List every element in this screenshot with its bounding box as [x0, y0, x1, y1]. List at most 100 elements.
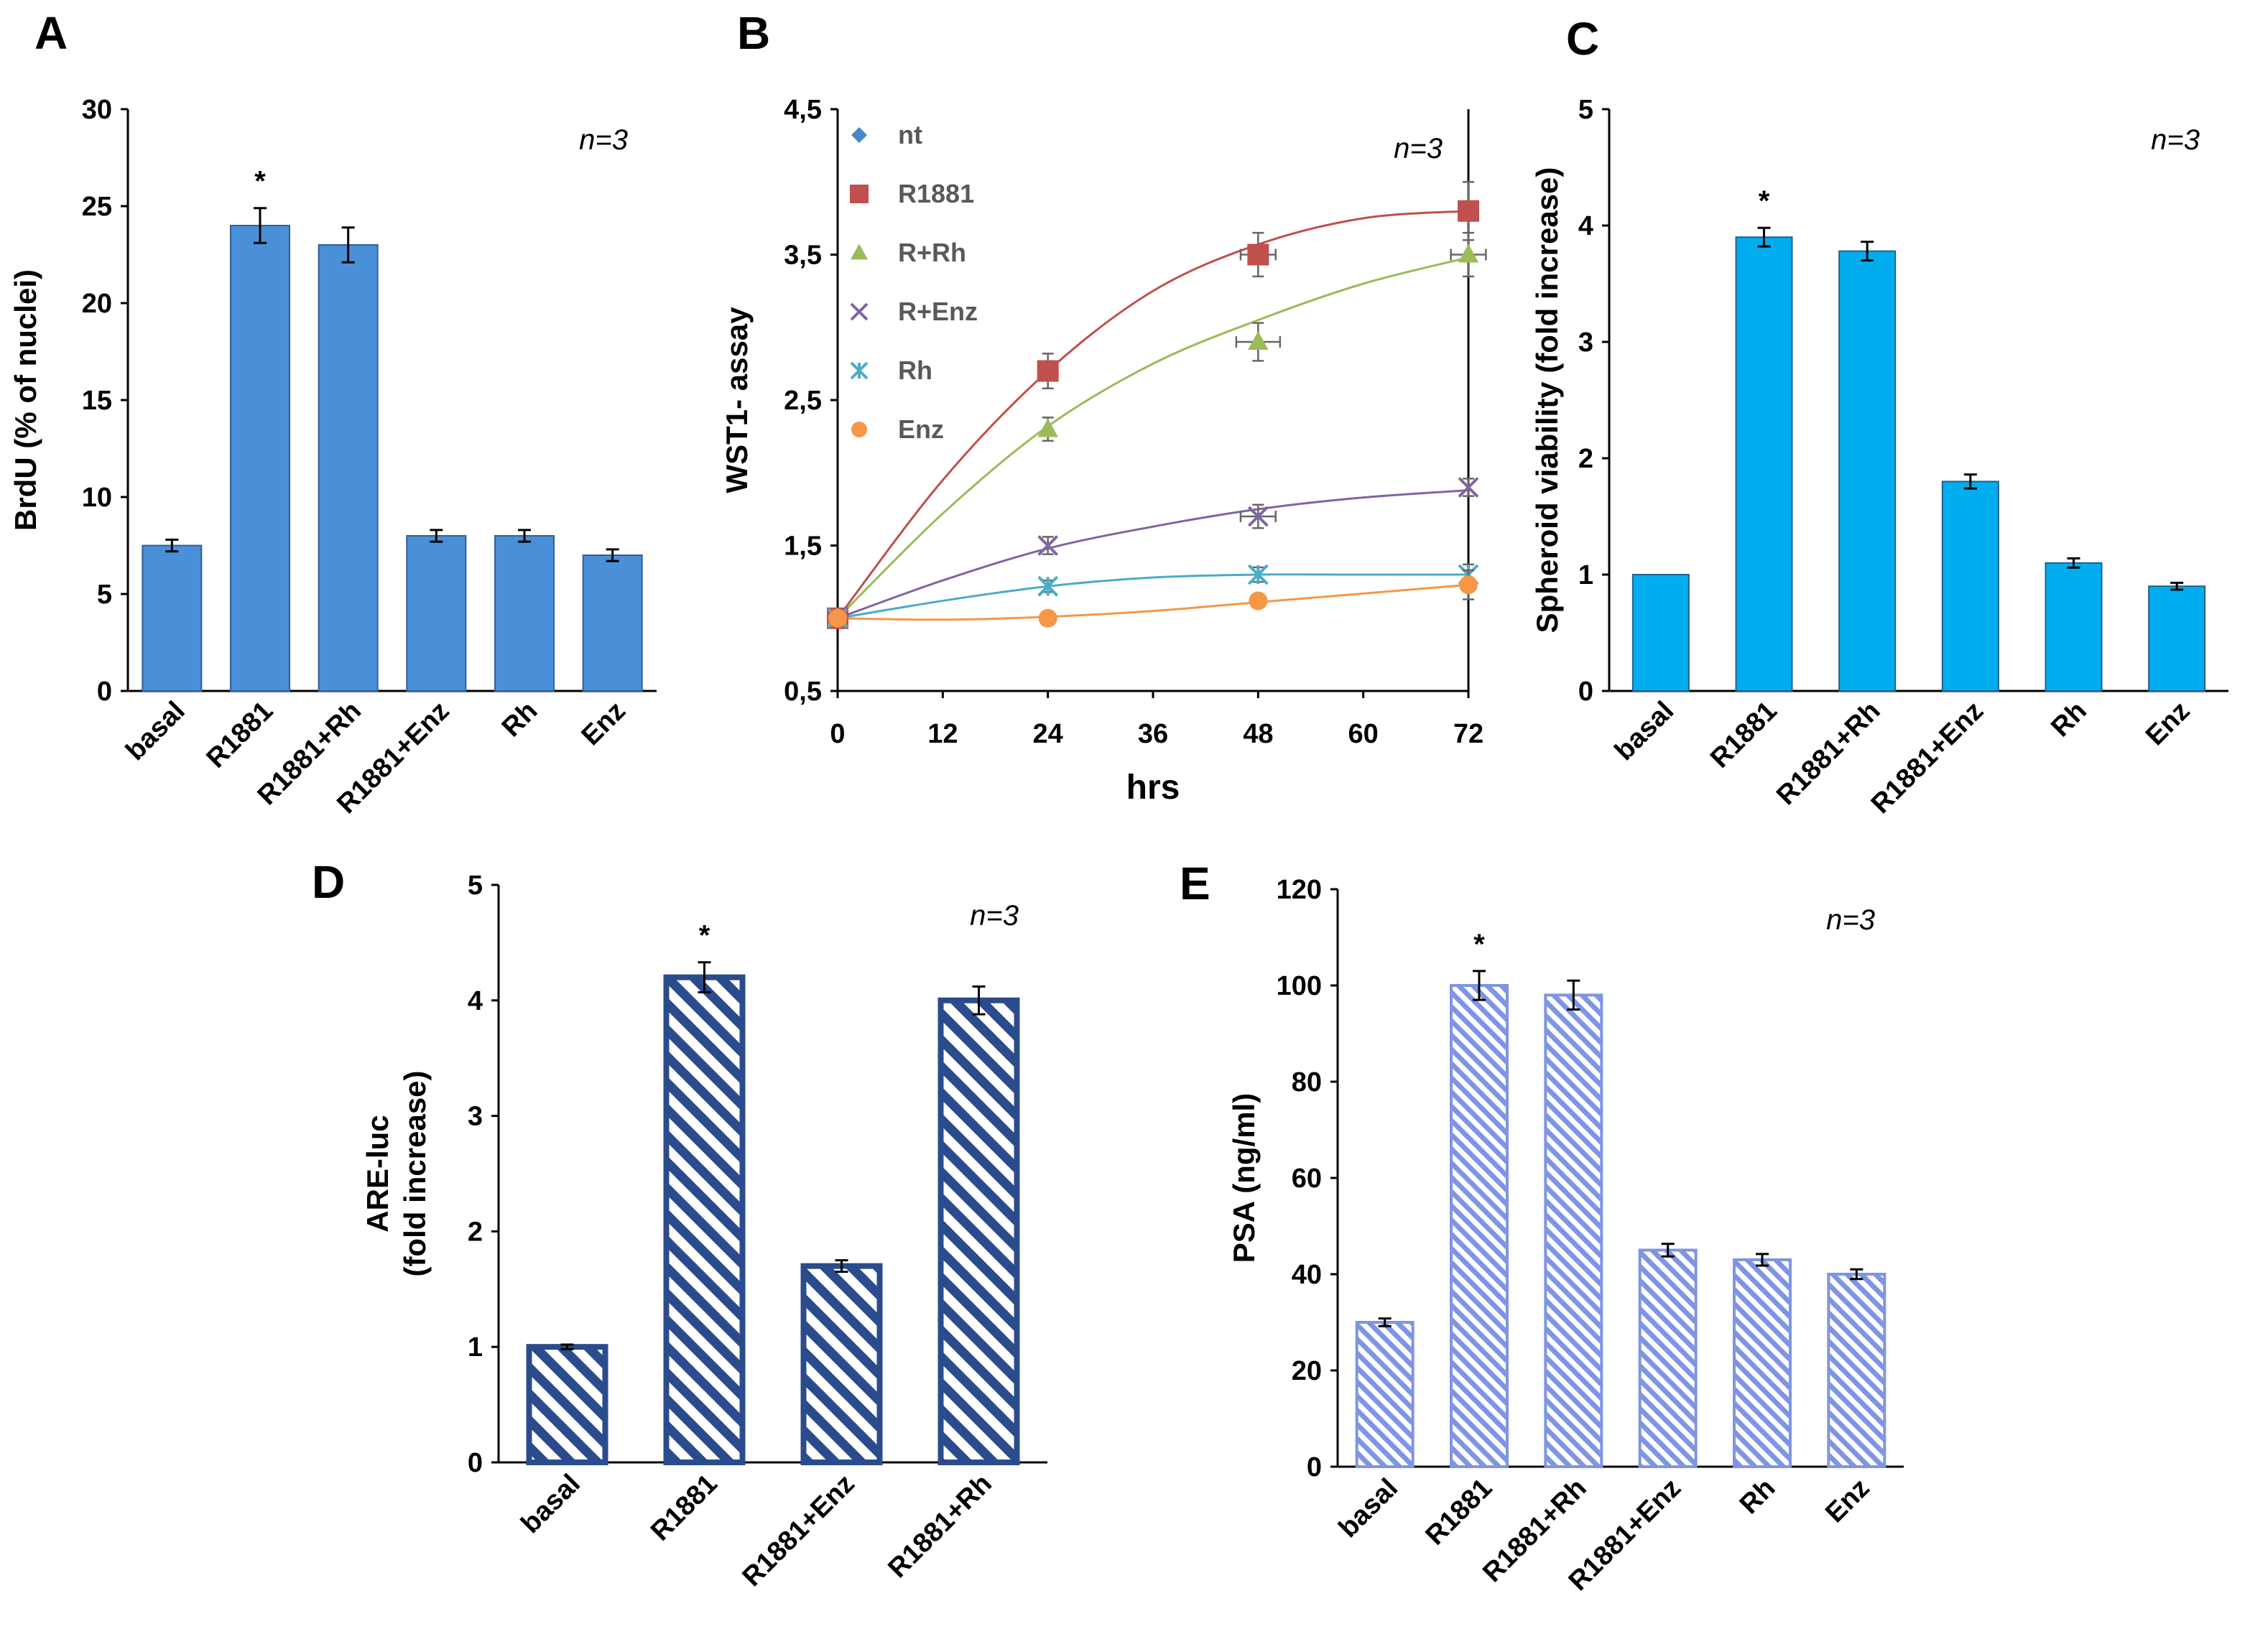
data-point-enz [1459, 575, 1478, 595]
n-annotation: n=3 [1826, 904, 1875, 936]
y-tick-label: 10 [82, 483, 112, 513]
data-point-r1881 [1247, 243, 1269, 266]
panel-label: B [737, 7, 770, 59]
bar-r1881 [1735, 236, 1793, 692]
bar-r1881-plus-rh [1544, 993, 1603, 1468]
data-point-r-rh [1037, 418, 1058, 437]
category-label: Rh [496, 696, 544, 743]
legend-marker-enz [851, 422, 867, 437]
n-annotation: n=3 [970, 900, 1019, 932]
category-label: basal [515, 1469, 585, 1539]
x-axis-label: hrs [1126, 769, 1180, 807]
y-tick-label: 5 [97, 580, 112, 610]
legend-label: nt [898, 120, 922, 149]
bar-r1881 [1450, 984, 1509, 1468]
y-axis-label: Spheroid viability (fold increase) [1530, 167, 1564, 634]
x-tick-label: 24 [1033, 719, 1063, 749]
bar-r1881-plus-enz [406, 535, 467, 692]
category-label: R1881+Rh [882, 1469, 997, 1584]
data-point-enz [828, 608, 847, 628]
category-label: R1881 [1420, 1473, 1498, 1551]
bar-basal [142, 544, 203, 692]
y-tick-label: 4 [468, 986, 483, 1016]
fit-curve-r1881 [836, 210, 1469, 619]
panel-c: C 0 1 2 3 4 5 Spheroid viability (fold increase… [1530, 13, 2228, 820]
bar-rh [494, 535, 555, 692]
bar-rh [2045, 562, 2103, 692]
fit-curve-rh [837, 573, 1468, 620]
y-axis-label: PSA (ng/ml) [1227, 1093, 1261, 1263]
y-tick-label: 0,5 [784, 677, 822, 707]
x-tick-label: 12 [927, 719, 958, 749]
legend-marker-r-enz [850, 302, 869, 321]
significance-star: * [1759, 185, 1770, 217]
y-tick-label: 100 [1277, 971, 1322, 1001]
category-label: R1881 [645, 1469, 723, 1547]
y-tick-label: 15 [82, 386, 112, 416]
y-tick-label: 30 [82, 95, 112, 125]
bar-basal [1631, 574, 1690, 692]
fit-curve-enz [837, 583, 1469, 621]
bar-r1881-plus-enz [1941, 481, 1999, 692]
panel-label: E [1180, 858, 1210, 909]
n-annotation: n=3 [579, 124, 628, 156]
bar-enz [1827, 1273, 1886, 1468]
x-tick-label: 0 [830, 719, 845, 749]
y-tick-label: 0 [97, 677, 112, 707]
bar-basal [526, 1344, 608, 1465]
panel-label: C [1566, 13, 1599, 65]
y-tick-label: 2,5 [784, 386, 822, 416]
significance-star: * [699, 920, 710, 952]
data-point-r-rh [1248, 331, 1269, 351]
y-tick-label: 0 [1307, 1452, 1322, 1482]
legend-marker-rh [850, 361, 869, 380]
y-tick-label: 0 [1578, 677, 1593, 707]
panel-e: E 0 20 40 60 80 100 120 PSA (ng/ml) n=3 basal * R188… [1180, 858, 1904, 1597]
data-point-r1881 [1458, 200, 1479, 222]
y-tick-label: 2 [468, 1217, 483, 1247]
y-tick-label: 25 [82, 192, 112, 222]
panel-label: D [312, 856, 345, 908]
category-label: R1881 [200, 696, 279, 774]
bar-r1881-plus-rh [937, 997, 1020, 1466]
category-label: Enz [2140, 696, 2195, 751]
y-tick-label: 40 [1292, 1260, 1322, 1290]
legend-label: R+Enz [898, 297, 978, 326]
category-label: R1881+Rh [1771, 696, 1886, 811]
data-point-r-enz [1458, 477, 1479, 498]
category-label: R1881+Enz [737, 1469, 861, 1592]
data-point-r-enz [1247, 506, 1269, 527]
significance-star: * [1473, 929, 1485, 960]
y-tick-label: 5 [468, 871, 483, 901]
y-tick-label: 120 [1277, 875, 1322, 905]
legend-marker-nt [851, 127, 867, 143]
legend-label: Rh [898, 356, 932, 385]
legend-label: R1881 [898, 179, 974, 208]
panel-label: A [34, 7, 68, 59]
bar-enz [582, 554, 643, 692]
y-tick-label: 0 [468, 1448, 483, 1478]
significance-star: * [254, 166, 266, 198]
category-label: basal [1609, 696, 1680, 766]
bar-r1881-plus-enz [1638, 1248, 1698, 1468]
data-point-rh [1247, 564, 1269, 585]
data-point-enz [1038, 608, 1057, 628]
category-label: Enz [1820, 1473, 1875, 1528]
legend-marker-r-rh [850, 243, 869, 260]
y-tick-label: 1,5 [784, 532, 822, 562]
bar-basal [1355, 1321, 1415, 1468]
y-tick-label: 4 [1578, 211, 1593, 241]
bar-enz [2148, 585, 2206, 692]
data-point-r1881 [1037, 360, 1059, 382]
y-axis-label: ARE-luc [361, 1115, 394, 1232]
y-tick-label: 20 [82, 289, 112, 319]
category-label: Rh [1734, 1473, 1782, 1521]
x-tick-label: 72 [1453, 719, 1483, 749]
y-tick-label: 3 [468, 1102, 483, 1132]
category-label: Rh [2045, 696, 2093, 743]
panel-d: D 0 1 2 3 4 5 ARE-luc (fold increase) n=3 basal * R1… [312, 856, 1047, 1592]
y-tick-label: 20 [1292, 1356, 1322, 1386]
bar-r1881-plus-enz [800, 1263, 883, 1465]
bar-rh [1733, 1258, 1792, 1469]
